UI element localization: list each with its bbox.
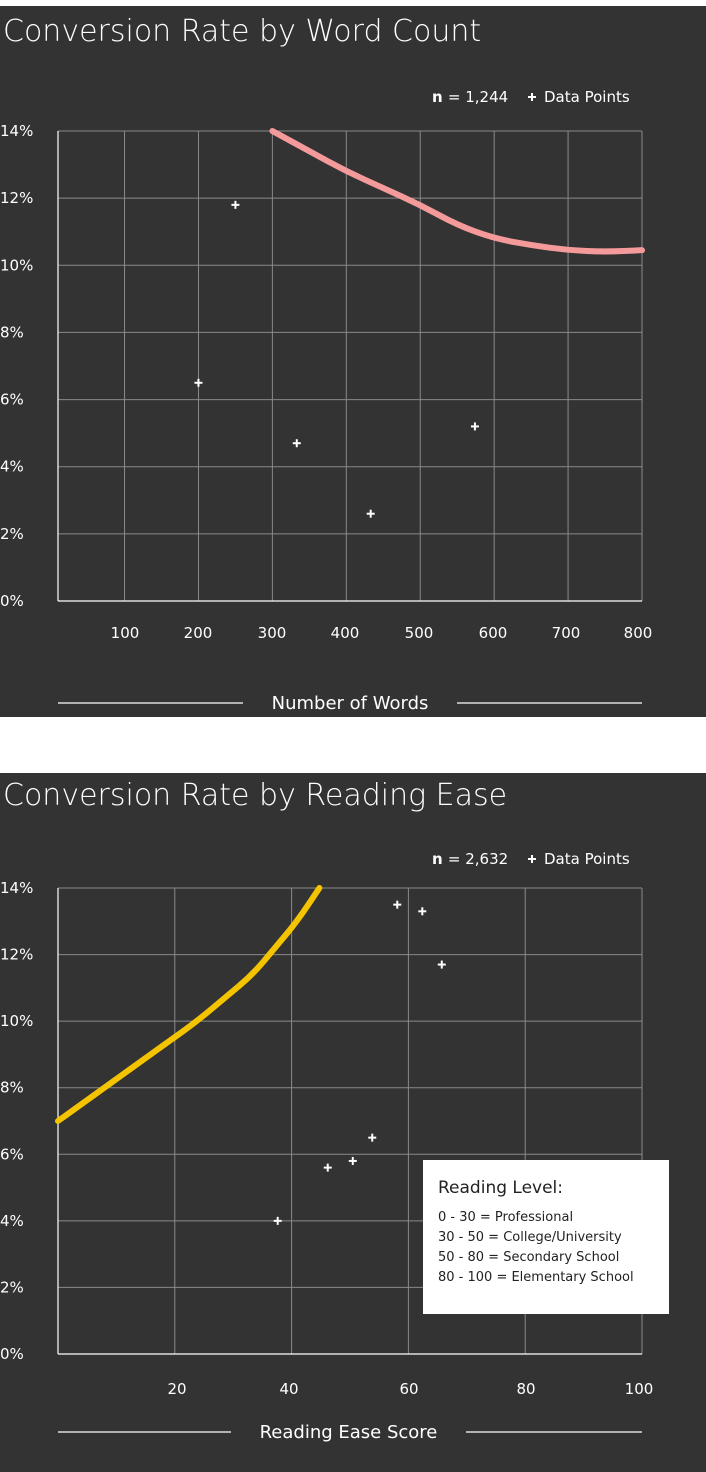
data-point	[292, 439, 301, 448]
chart-panel-word-count: Conversion Rate by Word Count n = 1,244 Da…	[0, 6, 706, 717]
legend-label: Data Points	[544, 850, 630, 868]
y-tick-label: 10%	[0, 256, 33, 274]
data-point	[366, 509, 375, 518]
y-tick-label: 4%	[0, 458, 24, 476]
reading-level-note: Reading Level: 0 - 30 = Professional 30 …	[423, 1160, 669, 1314]
reading-level-item: 30 - 50 = College/University	[438, 1230, 622, 1245]
x-tick-label: 500	[405, 624, 434, 642]
y-tick-label: 2%	[0, 1278, 24, 1296]
reading-level-title: Reading Level:	[438, 1178, 564, 1198]
x-tick-label: 200	[184, 624, 213, 642]
x-tick-label: 800	[624, 624, 653, 642]
y-tick-label: 14%	[0, 122, 33, 140]
data-point	[393, 900, 402, 909]
reading-level-item: 80 - 100 = Elementary School	[438, 1270, 634, 1285]
y-tick-label: 2%	[0, 525, 24, 543]
y-tick-label: 4%	[0, 1212, 24, 1230]
trend-line	[55, 885, 323, 1124]
reading-level-item: 0 - 30 = Professional	[438, 1210, 574, 1225]
data-point	[194, 378, 203, 387]
y-tick-label: 12%	[0, 946, 33, 964]
legend-n-label: n	[432, 850, 448, 868]
x-tick-label: 60	[399, 1380, 418, 1398]
y-tick-label: 14%	[0, 879, 33, 897]
x-tick-label: 700	[552, 624, 581, 642]
legend-label: Data Points	[544, 88, 630, 106]
y-tick-label: 8%	[0, 1079, 24, 1097]
data-point	[273, 1216, 282, 1225]
x-tick-label: 100	[625, 1380, 654, 1398]
data-point	[231, 200, 240, 209]
y-tick-label: 0%	[0, 1345, 24, 1363]
x-tick-label: 600	[479, 624, 508, 642]
data-point	[323, 1163, 332, 1172]
y-tick-label: 6%	[0, 391, 24, 409]
legend-n: n = 1,244	[432, 88, 508, 106]
chart-title: Conversion Rate by Reading Ease	[3, 778, 507, 813]
data-point	[418, 907, 427, 916]
x-axis-label: Reading Ease Score	[260, 1422, 438, 1443]
x-tick-label: 80	[516, 1380, 535, 1398]
x-tick-label: 40	[279, 1380, 298, 1398]
y-tick-label: 10%	[0, 1012, 33, 1030]
chart-panel-reading-ease: Conversion Rate by Reading Ease n = 2,632…	[0, 773, 706, 1472]
x-tick-label: 100	[111, 624, 140, 642]
x-axis-label: Number of Words	[272, 693, 429, 714]
data-point	[437, 960, 446, 969]
legend-n-value: = 2,632	[448, 850, 508, 868]
trend-line	[269, 128, 645, 255]
word-count-chart: Conversion Rate by Word Count n = 1,244 Da…	[0, 14, 653, 714]
legend-n: n = 2,632	[432, 850, 508, 868]
data-point	[348, 1156, 357, 1165]
reading-ease-chart: Conversion Rate by Reading Ease n = 2,632…	[0, 778, 654, 1443]
y-tick-label: 0%	[0, 592, 24, 610]
legend-n-value: = 1,244	[448, 88, 508, 106]
reading-level-item: 50 - 80 = Secondary School	[438, 1250, 620, 1265]
chart-title: Conversion Rate by Word Count	[3, 14, 481, 49]
y-tick-label: 6%	[0, 1145, 24, 1163]
x-tick-label: 20	[167, 1380, 186, 1398]
data-point	[470, 422, 479, 431]
data-point	[368, 1133, 377, 1142]
legend-n-label: n	[432, 88, 448, 106]
x-tick-label: 400	[331, 624, 360, 642]
y-tick-label: 12%	[0, 189, 33, 207]
y-tick-label: 8%	[0, 323, 24, 341]
x-tick-label: 300	[258, 624, 287, 642]
